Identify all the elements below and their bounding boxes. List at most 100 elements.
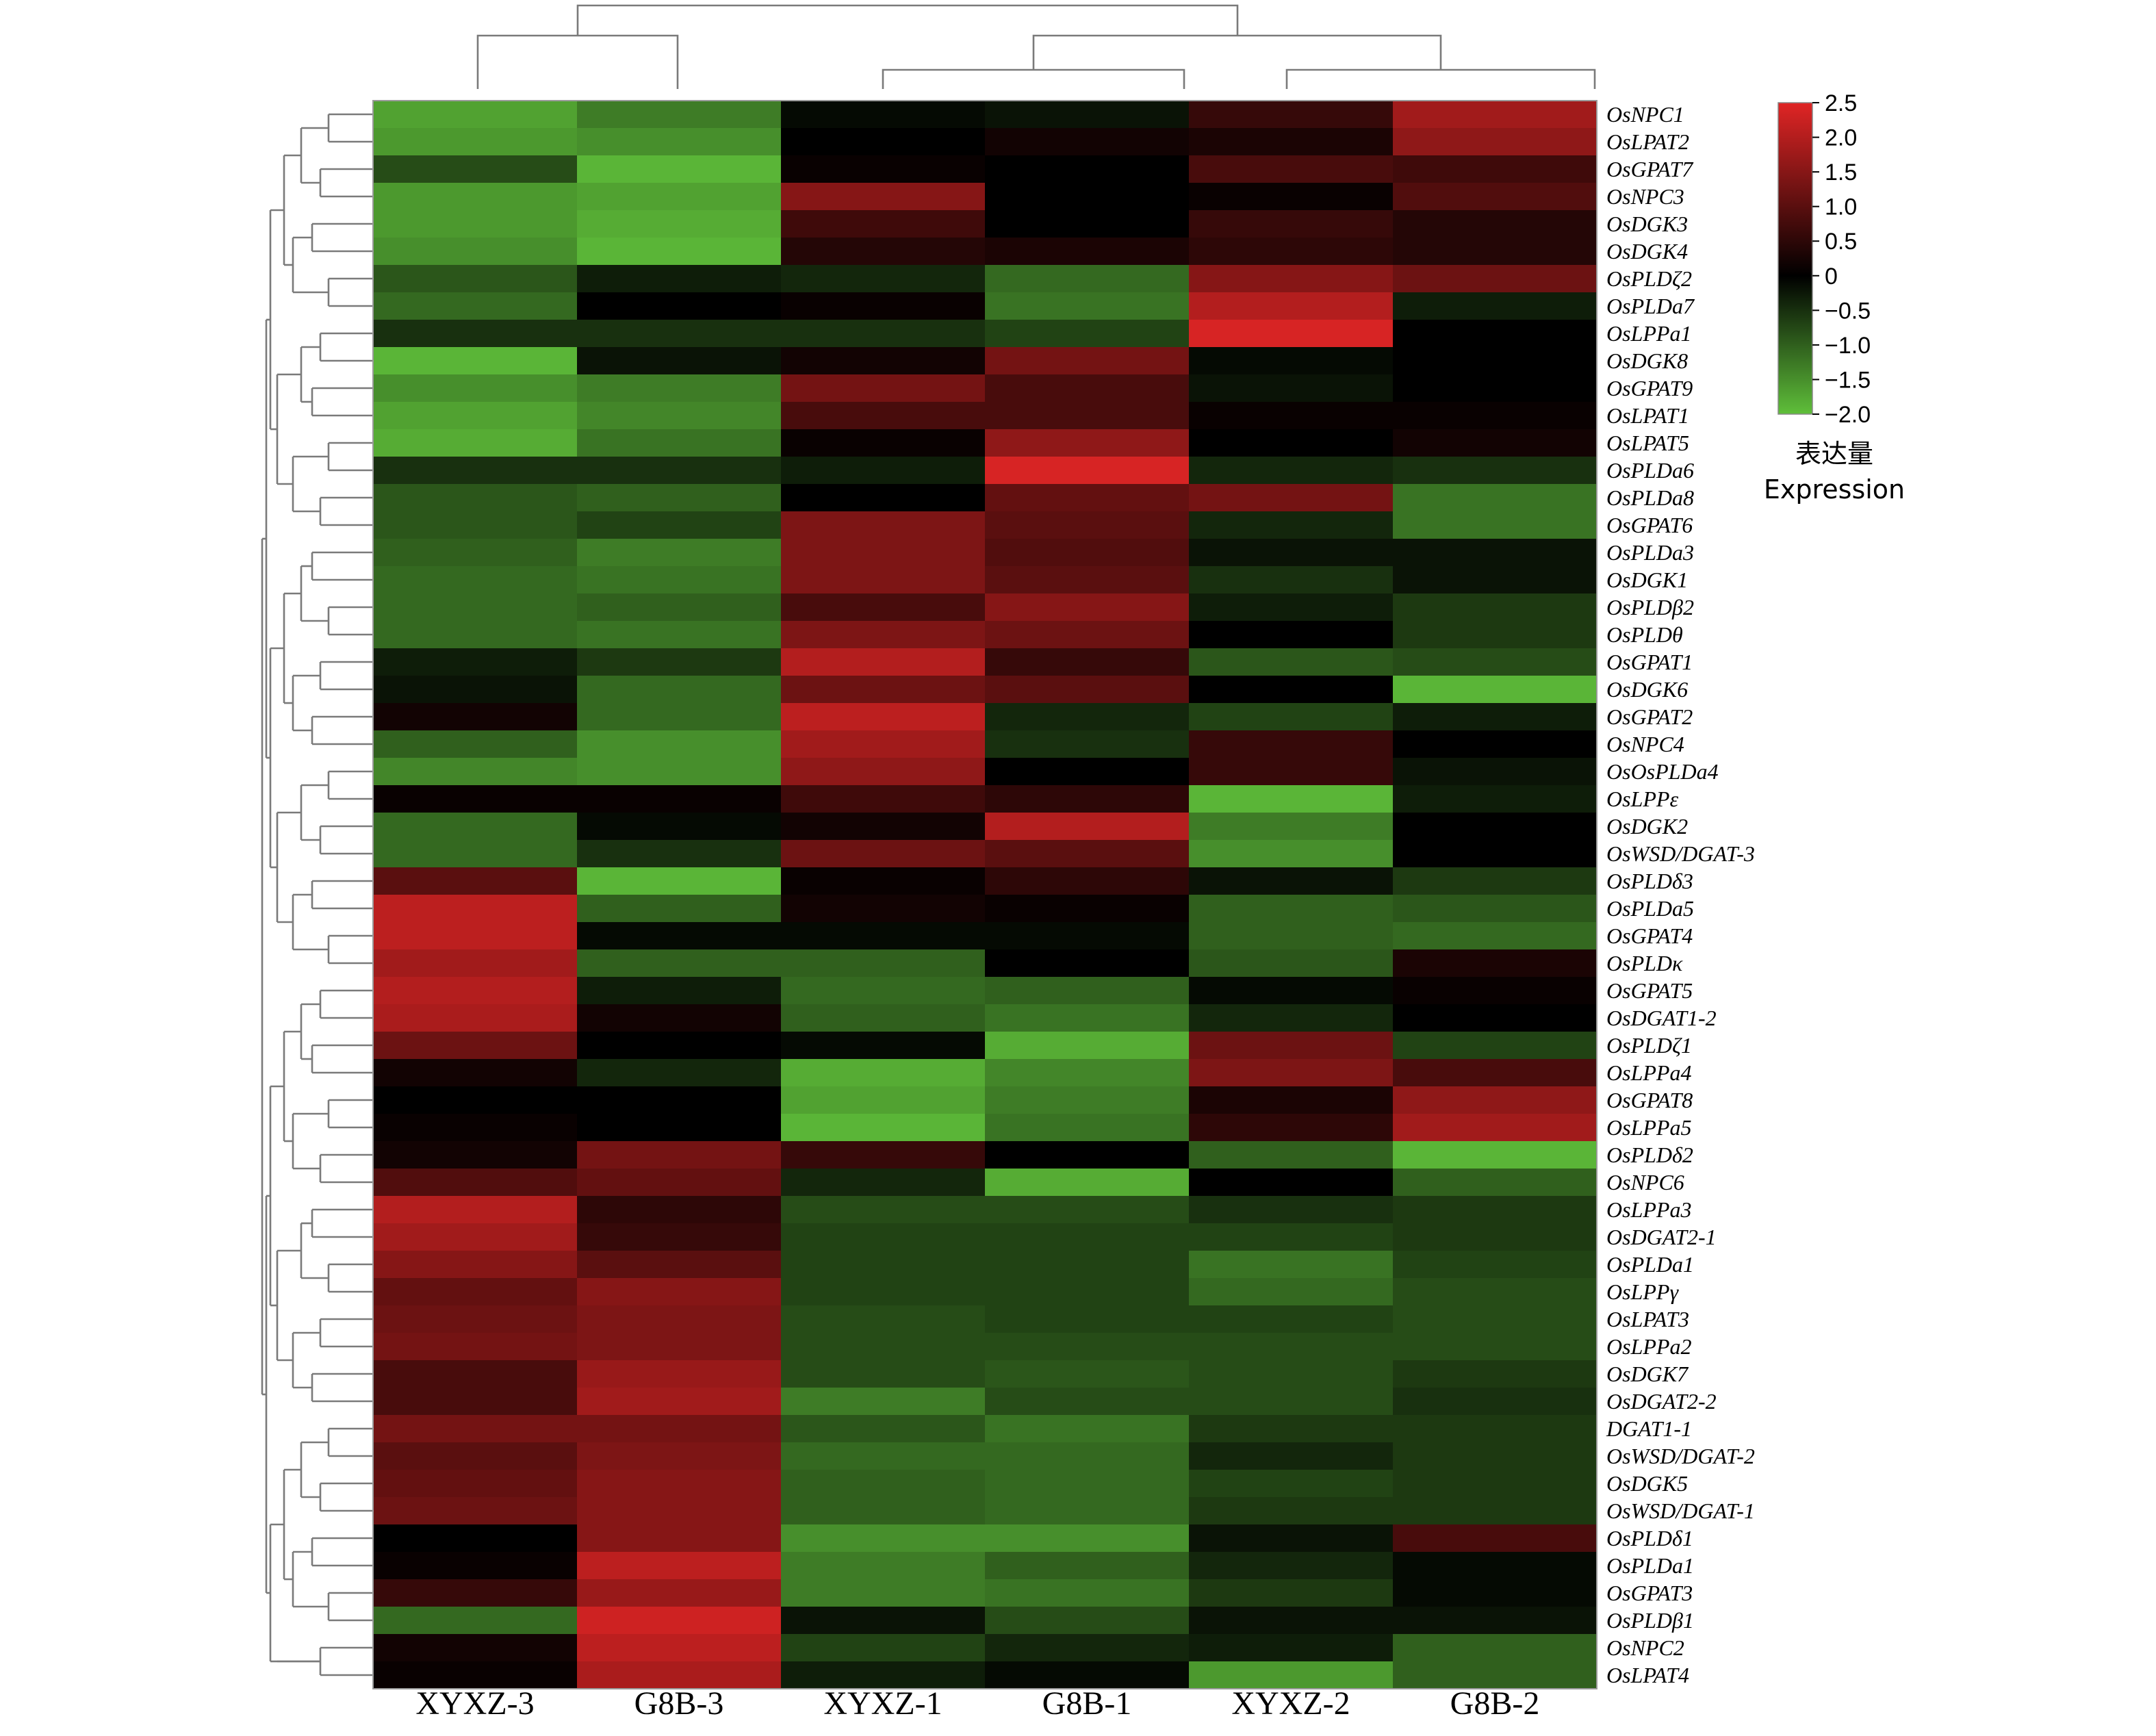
heatmap-cell bbox=[781, 593, 986, 622]
heatmap-cell bbox=[373, 429, 578, 457]
heatmap-cell bbox=[577, 593, 782, 622]
heatmap-cell bbox=[781, 1333, 986, 1361]
heatmap-cell bbox=[1393, 1470, 1597, 1498]
heatmap-cell bbox=[577, 1251, 782, 1279]
heatmap-cell bbox=[985, 265, 1190, 293]
heatmap-cell bbox=[781, 703, 986, 731]
heatmap-cell bbox=[373, 785, 578, 813]
heatmap-cell bbox=[577, 484, 782, 512]
heatmap-cell bbox=[781, 730, 986, 758]
heatmap-cell bbox=[373, 1305, 578, 1333]
heatmap-cell bbox=[1189, 977, 1394, 1005]
gene-label: OsPLDδ3 bbox=[1606, 869, 1693, 893]
heatmap-cell bbox=[1189, 1607, 1394, 1635]
heatmap-cell bbox=[1189, 1634, 1394, 1662]
heatmap-cell bbox=[985, 511, 1190, 539]
heatmap-cell bbox=[373, 949, 578, 978]
heatmap-cell bbox=[1189, 101, 1394, 129]
heatmap-cell bbox=[1189, 566, 1394, 594]
gene-label: OsLPPa5 bbox=[1606, 1115, 1691, 1140]
heatmap-cell bbox=[781, 1223, 986, 1251]
heatmap-cell bbox=[1189, 867, 1394, 895]
heatmap-cell bbox=[781, 676, 986, 704]
heatmap-cell bbox=[1189, 758, 1394, 786]
heatmap-cell bbox=[577, 155, 782, 183]
heatmap-cell bbox=[577, 785, 782, 813]
heatmap-cell bbox=[781, 1470, 986, 1498]
heatmap-cell bbox=[1393, 1086, 1597, 1114]
heatmap-cell bbox=[781, 1114, 986, 1142]
heatmap-cell bbox=[1393, 867, 1597, 895]
heatmap-cell bbox=[985, 1442, 1190, 1470]
heatmap-cell bbox=[985, 128, 1190, 156]
heatmap-cell bbox=[1189, 1497, 1394, 1525]
heatmap-cell bbox=[985, 1470, 1190, 1498]
heatmap-cell bbox=[373, 1607, 578, 1635]
heatmap-cell bbox=[577, 1032, 782, 1060]
heatmap-cell bbox=[985, 1086, 1190, 1114]
gene-label: OsGPAT7 bbox=[1606, 157, 1694, 181]
heatmap-cell bbox=[1393, 1141, 1597, 1169]
gene-label: OsNPC3 bbox=[1606, 184, 1684, 209]
colorbar-title-zh: 表达量 bbox=[1795, 439, 1873, 469]
heatmap-cell bbox=[373, 238, 578, 266]
heatmap-cell bbox=[373, 402, 578, 430]
gene-label: OsGPAT8 bbox=[1606, 1088, 1693, 1112]
heatmap-cell bbox=[781, 402, 986, 430]
heatmap-cell bbox=[373, 1388, 578, 1416]
heatmap-cell bbox=[985, 1579, 1190, 1607]
heatmap-cell bbox=[1189, 1086, 1394, 1114]
heatmap-cell bbox=[373, 1114, 578, 1142]
heatmap-cell bbox=[985, 813, 1190, 841]
heatmap-cell bbox=[1393, 1278, 1597, 1306]
gene-label: OsDGAT2-1 bbox=[1606, 1225, 1717, 1249]
heatmap-cell bbox=[373, 1661, 578, 1689]
gene-label: OsGPAT5 bbox=[1606, 978, 1693, 1003]
heatmap-cell bbox=[985, 593, 1190, 622]
heatmap-cell bbox=[1393, 1579, 1597, 1607]
heatmap-cell bbox=[1189, 1223, 1394, 1251]
heatmap-cell bbox=[985, 183, 1190, 211]
heatmap-cell bbox=[1189, 922, 1394, 950]
heatmap-cell bbox=[985, 292, 1190, 320]
heatmap-cell bbox=[373, 128, 578, 156]
heatmap-cell bbox=[1393, 676, 1597, 704]
heatmap-cell bbox=[781, 1305, 986, 1333]
heatmap-cell bbox=[1393, 1442, 1597, 1470]
heatmap-cell bbox=[781, 566, 986, 594]
heatmap-cell bbox=[985, 1661, 1190, 1689]
gene-label: OsPLDκ bbox=[1606, 951, 1683, 975]
heatmap-cell bbox=[781, 128, 986, 156]
heatmap-cells bbox=[372, 100, 1597, 1689]
heatmap-cell bbox=[781, 813, 986, 841]
heatmap-cell bbox=[577, 539, 782, 567]
heatmap-cell bbox=[985, 210, 1190, 238]
colorbar-tick-label: −1.5 bbox=[1825, 367, 1871, 393]
heatmap-cell bbox=[1189, 621, 1394, 649]
colorbar-title-en: Expression bbox=[1764, 474, 1905, 505]
heatmap-cell bbox=[985, 1059, 1190, 1087]
heatmap-cell bbox=[577, 949, 782, 978]
heatmap-cell bbox=[1393, 1333, 1597, 1361]
heatmap-cell bbox=[1393, 429, 1597, 457]
colorbar-gradient bbox=[1778, 102, 1813, 415]
heatmap-cell bbox=[1393, 977, 1597, 1005]
gene-label: OsWSD/DGAT-3 bbox=[1606, 841, 1755, 866]
heatmap-cell bbox=[985, 785, 1190, 813]
sample-label: G8B-3 bbox=[634, 1685, 724, 1722]
heatmap-cell bbox=[781, 101, 986, 129]
heatmap-cell bbox=[373, 539, 578, 567]
heatmap-cell bbox=[985, 101, 1190, 129]
heatmap-cell bbox=[1189, 210, 1394, 238]
heatmap-cell bbox=[1189, 1169, 1394, 1197]
heatmap-cell bbox=[577, 1141, 782, 1169]
heatmap-cell bbox=[373, 676, 578, 704]
heatmap-cell bbox=[985, 1004, 1190, 1032]
heatmap-cell bbox=[781, 895, 986, 923]
heatmap-cell bbox=[1189, 840, 1394, 868]
heatmap-cell bbox=[373, 840, 578, 868]
gene-label: OsDGK2 bbox=[1606, 814, 1688, 839]
heatmap-cell bbox=[1393, 347, 1597, 375]
heatmap-cell bbox=[1393, 1497, 1597, 1525]
